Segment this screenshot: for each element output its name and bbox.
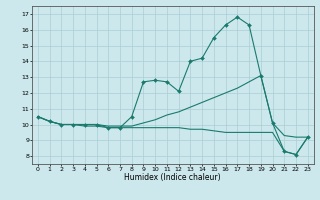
X-axis label: Humidex (Indice chaleur): Humidex (Indice chaleur): [124, 173, 221, 182]
